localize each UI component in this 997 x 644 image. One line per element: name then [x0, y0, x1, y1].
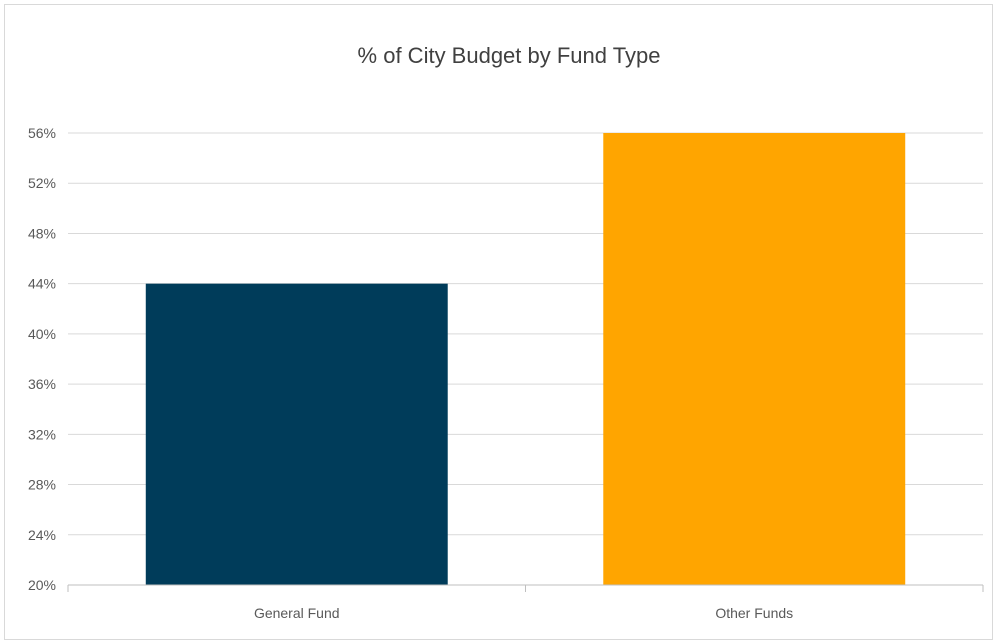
y-tick-label: 44% — [28, 276, 56, 292]
bars — [145, 133, 906, 585]
x-axis-categories: General Fund Other Funds — [254, 605, 793, 621]
y-tick-label: 24% — [28, 527, 56, 543]
x-axis — [67, 584, 984, 592]
x-category-label: General Fund — [254, 605, 340, 621]
y-tick-label: 36% — [28, 376, 56, 392]
y-tick-label: 48% — [28, 225, 56, 241]
y-tick-label: 52% — [28, 175, 56, 191]
y-tick-label: 32% — [28, 426, 56, 442]
bar-general-fund — [145, 283, 448, 585]
y-tick-label: 28% — [28, 477, 56, 493]
y-axis-ticks: 20% 24% 28% 32% 36% 40% 44% 48% 52% 56% — [28, 125, 56, 593]
chart-title: % of City Budget by Fund Type — [358, 43, 661, 68]
y-tick-label: 20% — [28, 577, 56, 593]
x-category-label: Other Funds — [715, 605, 793, 621]
bar-other-funds — [603, 133, 906, 585]
y-tick-label: 40% — [28, 326, 56, 342]
y-tick-label: 56% — [28, 125, 56, 141]
